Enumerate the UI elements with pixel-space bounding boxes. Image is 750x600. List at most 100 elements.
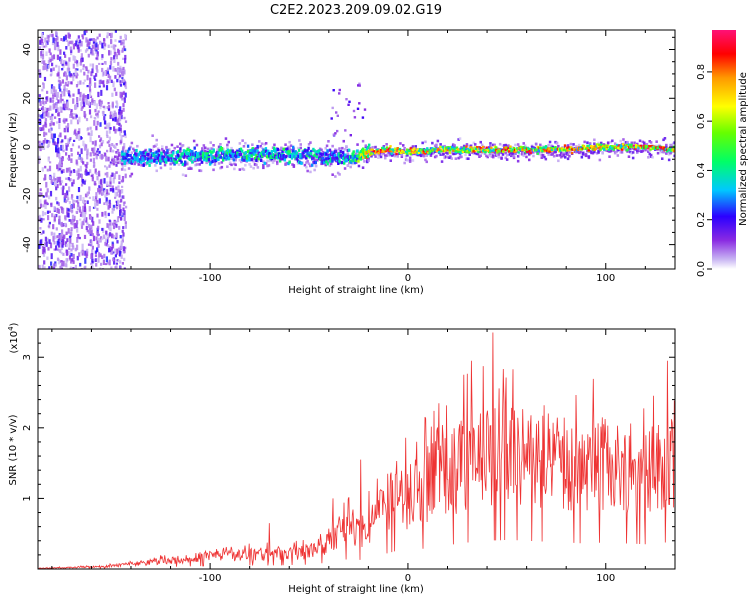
spectrogram-cell [118,151,121,155]
spectrogram-cell [389,159,392,162]
spectrogram-cell [39,114,42,118]
spectrogram-cell [440,160,444,163]
spectrogram-cell [104,193,107,198]
spectrogram-cell [107,233,110,238]
spectrogram-cell [103,120,107,125]
spectrogram-cell [240,160,243,164]
spectrogram-cell [559,151,563,155]
spectrogram-cell [106,134,109,138]
spectrogram-cell [65,231,68,235]
spectrogram-cell [262,160,265,163]
spectrogram-cell [56,183,59,189]
spectrogram-cell [62,149,65,153]
spectrogram-cell [141,154,144,158]
spectrogram-cell [43,113,46,118]
spectrogram-cell [103,178,106,184]
spectrogram-cell [288,140,291,144]
spectrogram-cell [56,73,59,77]
spectrogram-cell [121,152,124,156]
spectrogram-cell [71,194,74,198]
spectrogram-cell [537,152,541,156]
spectrogram-cell [277,158,280,161]
spectrogram-cell [190,167,193,170]
spectrogram-cell [132,147,135,151]
spectrogram-cell [489,152,492,156]
spectrogram-cell [119,82,122,86]
spectrogram-cell [54,178,57,181]
spectrogram-cell [358,82,361,85]
spectrogram-cell [119,84,123,87]
spectrogram-cell [354,154,358,158]
spectrogram-cell [303,149,307,153]
spectrogram-cell [83,71,86,76]
spectrogram-cell [540,153,543,157]
spectrogram-cell [400,151,403,154]
spectrogram-cell [366,154,370,158]
spectrogram-cell [114,146,117,149]
spectrogram-cell [670,143,674,147]
spectrogram-cell [159,161,162,165]
spectrogram-cell [77,88,80,95]
spectrogram-cell [570,151,574,155]
spectrogram-cell [148,159,151,163]
spectrogram-cell [85,66,88,70]
spectrogram-cell [561,147,564,150]
spectrogram-cell [417,149,421,152]
spectrogram-cell [124,173,127,179]
spectrogram-cell [122,159,125,162]
spectrogram-cell [73,113,76,115]
spectrogram-cell [64,81,67,86]
spectrogram-cell [424,140,427,144]
spectrogram-cell [505,158,509,161]
spectrogram-cell [235,155,238,159]
spectrogram-cell [64,200,67,204]
spectrogram-cell [626,140,629,144]
spectrogram-cell [588,142,592,146]
spectrogram-cell [75,114,78,118]
spectrogram-cell [523,149,526,152]
spectrogram-cell [38,113,41,118]
spectrogram-cell [384,154,387,157]
spectrogram-cell [504,156,507,160]
spectrogram-cell [400,153,404,157]
spectrogram-cell [113,221,117,224]
spectrogram-cell [98,170,101,176]
spectrogram-cell [61,98,64,102]
spectrogram-cell [114,254,117,258]
spectrogram-x-axis-label: Height of straight line (km) [288,285,424,296]
spectrogram-cell [89,126,92,130]
spectrogram-cell [368,147,372,150]
spectrogram-cell [284,143,287,146]
spectrogram-cell [47,35,51,38]
spectrogram-cell [47,157,50,162]
spectrogram-cell [251,147,255,151]
spectrogram-cell [120,179,123,183]
spectrogram-cell [487,146,491,149]
spectrogram-cell [497,155,501,159]
spectrogram-cell [61,39,65,42]
spectrogram-cell [120,40,123,46]
spectrogram-cell [77,145,81,149]
spectrogram-cell [109,232,112,237]
spectrogram-cell [131,159,135,163]
spectrogram-cell [44,100,48,104]
spectrogram-cell [114,52,117,57]
spectrogram-cell [150,161,153,164]
spectrogram-cell [511,148,514,151]
spectrogram-cell [259,145,262,148]
spectrogram-cell [448,151,452,154]
spectrogram-cell [233,162,236,166]
spectrogram-cell [104,189,107,193]
spectrogram-cell [471,151,474,154]
spectrogram-cell [81,243,84,250]
spectrogram-cell [629,150,632,154]
spectrogram-cell [41,114,44,119]
spectrogram-cell [80,58,83,63]
spectrogram-cell [170,153,174,158]
spectrogram-cell [98,198,101,204]
spectrogram-cell [389,148,392,151]
spectrogram-cell [213,163,217,166]
spectrogram-cell [114,114,117,117]
spectrogram-cell [63,119,66,124]
spectrogram-cell [92,235,96,242]
